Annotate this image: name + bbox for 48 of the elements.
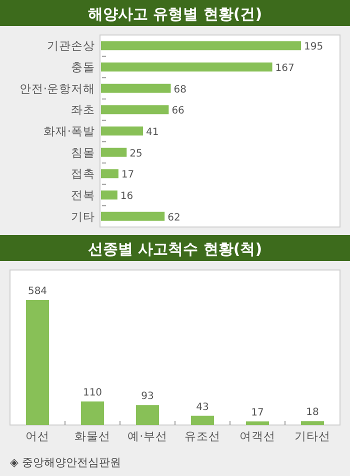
y-tick-label: 충돌 [71,60,95,74]
data-label: 43 [196,402,209,413]
bar [101,148,127,157]
bar [101,105,169,114]
bar [101,41,301,50]
bar [136,405,159,425]
bar [81,401,104,425]
bar [301,421,324,425]
y-tick-label: 접촉 [71,166,95,181]
bar [26,300,49,425]
data-label: 66 [172,106,184,117]
x-tick-label: 기타선 [294,429,330,443]
bar [101,126,144,136]
data-label: 93 [141,391,154,402]
bar [101,84,171,93]
y-tick-label: 좌초 [71,102,95,117]
x-tick-label: 어선 [26,429,50,443]
bar [101,169,118,178]
data-label: 62 [168,212,180,224]
x-tick-label: 화물선 [74,429,110,443]
bar [101,62,272,72]
data-label: 167 [275,63,294,74]
y-tick-label: 기관손상 [47,38,95,53]
bar [101,190,118,200]
data-label: 41 [146,127,159,138]
x-tick-label: 여객선 [240,429,276,443]
bar [246,421,269,425]
y-tick-label: 화재·폭발 [43,124,95,138]
y-tick-label: 안전·운항저해 [19,81,95,96]
bar [101,212,165,221]
data-label: 16 [120,191,134,202]
bar [191,416,214,425]
data-label: 18 [306,407,319,418]
text: ◈ 중앙해양안전심판원 [10,456,121,469]
data-label: 25 [130,148,142,160]
data-label: 110 [82,387,102,398]
data-label: 68 [174,84,186,96]
x-tick-label: 예·부선 [128,429,168,443]
chart-title: 해양사고 유형별 현황(건) [88,5,262,23]
y-tick-label: 기타 [71,209,95,224]
data-label: 17 [121,170,134,181]
chart-title: 선종별 사고척수 현황(척) [88,240,262,258]
x-tick-label: 유조선 [184,429,220,443]
y-tick-label: 침몰 [71,145,95,160]
data-label: 195 [304,42,324,53]
y-tick-label: 전복 [71,188,95,202]
data-label: 584 [28,286,48,297]
data-label: 17 [251,407,264,418]
